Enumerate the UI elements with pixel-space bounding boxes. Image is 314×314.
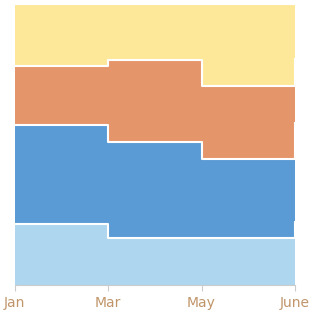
Polygon shape — [15, 221, 295, 285]
Polygon shape — [15, 122, 295, 238]
Polygon shape — [15, 4, 295, 86]
Polygon shape — [15, 57, 295, 159]
